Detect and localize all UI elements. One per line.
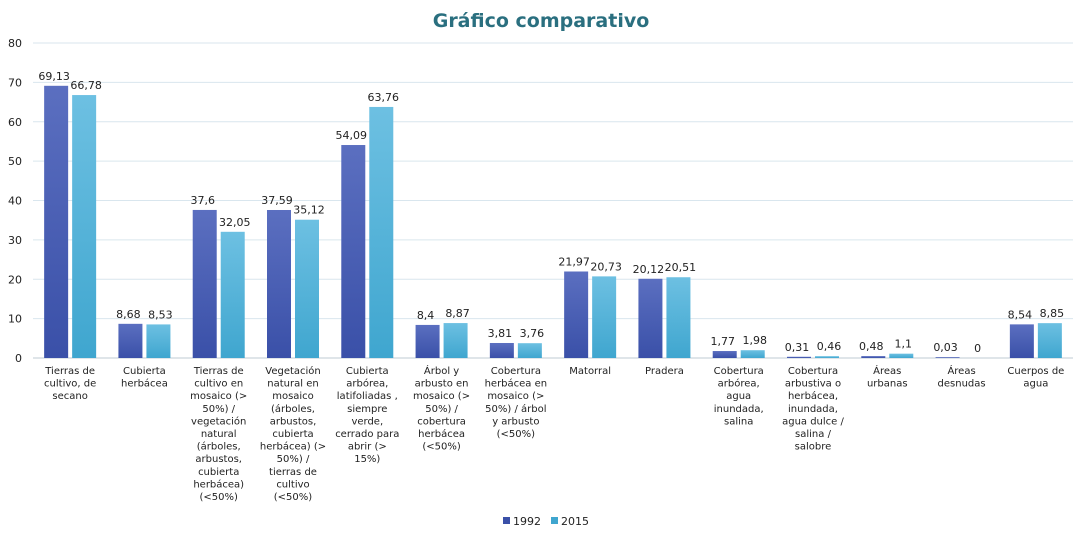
data-label-1992: 8,4 (417, 309, 435, 322)
data-label-2015: 0,46 (817, 340, 842, 353)
legend: 1992 2015 (503, 515, 589, 528)
data-label-2015: 1,1 (895, 338, 913, 351)
bar-1992 (341, 145, 366, 358)
legend-label-1992: 1992 (513, 515, 541, 528)
bar-2015 (666, 277, 691, 358)
data-label-1992: 8,68 (116, 308, 141, 321)
category-label: Matorral (569, 366, 611, 377)
data-label-1992: 0,03 (933, 341, 958, 354)
bar-2015 (1037, 323, 1062, 358)
category-label: Áreas desnudas (938, 364, 986, 390)
bar-2015 (369, 106, 394, 358)
bar-2015 (146, 324, 171, 358)
data-label-2015: 0 (974, 342, 981, 355)
data-label-1992: 21,97 (558, 255, 590, 268)
bar-1992 (489, 342, 514, 358)
data-label-1992: 8,54 (1008, 308, 1033, 321)
gridlines (33, 42, 1073, 359)
data-label-2015: 32,05 (219, 216, 251, 229)
category-label: Cuerpos de agua (1007, 366, 1064, 390)
data-label-2015: 63,76 (368, 91, 400, 104)
bar-1992 (118, 323, 143, 358)
bar-1992 (267, 209, 291, 358)
bar-2015 (220, 231, 245, 358)
bar-1992 (192, 209, 217, 358)
category-label: Tierras de cultivo en mosaico (> 50%) / vege… (190, 366, 247, 503)
category-label: Vegetación natural en mosaico (árboles, arbu… (260, 365, 326, 503)
data-label-1992: 37,59 (261, 194, 293, 207)
data-label-2015: 8,53 (148, 308, 173, 321)
data-label-1992: 0,48 (859, 340, 884, 353)
data-label-2015: 8,87 (445, 307, 470, 320)
data-label-2015: 20,73 (590, 260, 622, 273)
bar-1992 (564, 271, 589, 358)
data-label-1992: 20,12 (633, 263, 665, 276)
category-labels: Tierras de cultivo, de secano Cubierta herbá… (44, 364, 1064, 503)
bars (44, 85, 1062, 359)
y-tick-label: 30 (8, 234, 22, 247)
bar-2015 (815, 356, 839, 358)
data-label-1992: 3,81 (488, 327, 513, 340)
y-tick-label: 60 (8, 116, 22, 129)
legend-swatch-1992 (503, 517, 510, 524)
y-axis-ticks: 0 10 20 30 40 50 60 70 80 (8, 37, 22, 365)
data-label-2015: 66,78 (70, 79, 102, 92)
category-label: Cubierta arbórea, latifoliadas , siempre ver… (335, 366, 399, 465)
data-label-2015: 20,51 (665, 261, 697, 274)
bar-1992 (935, 357, 960, 358)
y-tick-label: 0 (15, 352, 22, 365)
bar-1992 (638, 278, 663, 358)
bar-1992 (861, 356, 886, 358)
bar-2015 (295, 219, 319, 358)
y-tick-label: 40 (8, 195, 22, 208)
category-label: Pradera (645, 366, 684, 377)
bar-2015 (889, 353, 914, 358)
data-label-1992: 0,31 (785, 341, 810, 354)
data-label-1992: 37,6 (190, 194, 215, 207)
legend-label-2015: 2015 (561, 515, 589, 528)
y-tick-label: 70 (8, 76, 22, 89)
bar-2015 (592, 276, 617, 358)
bar-2015 (740, 350, 765, 358)
category-label: Cobertura arbustiva o herbácea, inundada, ag… (782, 366, 844, 453)
bar-2015 (72, 95, 97, 359)
chart-title: Gráfico comparativo (433, 10, 650, 32)
category-label: Cobertura arbórea, agua inundada, salina (714, 366, 764, 427)
y-tick-label: 10 (8, 313, 22, 326)
data-label-1992: 1,77 (710, 335, 735, 348)
category-label: Áreas urbanas (867, 364, 908, 390)
bar-1992 (415, 324, 440, 358)
bar-1992 (1009, 324, 1034, 358)
category-label: Cubierta herbácea (121, 366, 168, 390)
y-tick-label: 20 (8, 273, 22, 286)
data-label-2015: 8,85 (1040, 307, 1065, 320)
legend-swatch-2015 (551, 517, 558, 524)
data-label-1992: 54,09 (336, 129, 368, 142)
y-tick-label: 50 (8, 155, 22, 168)
data-label-1992: 69,13 (38, 70, 70, 83)
bar-1992 (787, 356, 811, 358)
bar-1992 (712, 351, 737, 358)
data-label-2015: 35,12 (293, 204, 325, 217)
category-label: Cobertura herbácea en mosaico (> 50%) / árb… (485, 366, 548, 440)
category-label: Árbol y arbusto en mosaico (> 50%) / cobertu… (413, 364, 470, 453)
data-label-2015: 3,76 (520, 327, 545, 340)
data-label-2015: 1,98 (742, 334, 767, 347)
bar-1992 (44, 85, 69, 358)
bar-2015 (517, 343, 542, 358)
bar-2015 (443, 323, 468, 358)
y-tick-label: 80 (8, 37, 22, 50)
category-label: Tierras de cultivo, de secano (44, 366, 96, 402)
